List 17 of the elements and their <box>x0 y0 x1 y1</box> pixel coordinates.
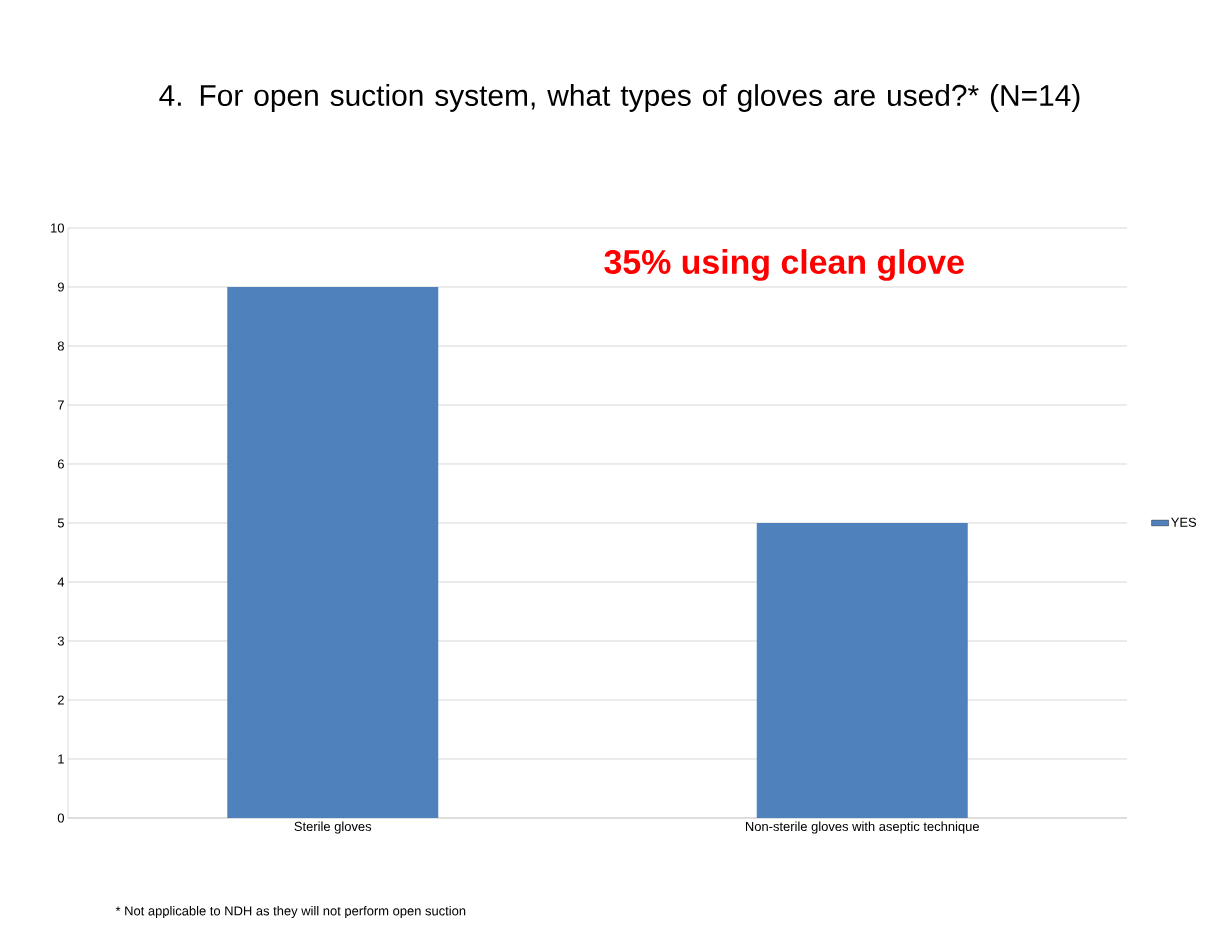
y-tick-label: 8 <box>57 341 64 351</box>
y-tick-label: 3 <box>57 636 64 646</box>
y-tick-label: 2 <box>57 695 64 705</box>
x-tick-label: Sterile gloves <box>294 821 372 834</box>
y-tick-label: 9 <box>57 282 64 292</box>
y-tick-label: 0 <box>57 813 64 823</box>
text: * Not applicable to NDH as they will not perform open suction <box>115 905 466 919</box>
legend-label: YES <box>1171 517 1197 527</box>
y-tick-label: 7 <box>57 400 64 410</box>
x-tick-label: Non-sterile gloves with aseptic technique <box>745 821 979 834</box>
y-tick-label: 1 <box>58 754 64 764</box>
chart-title: 4. For open suction system, what types of gloves are used?* (N=14) <box>159 84 1080 112</box>
y-tick-label: 4 <box>57 577 65 587</box>
annotation: 35% using clean glove <box>604 249 964 281</box>
y-tick-label: 5 <box>57 518 64 528</box>
y-tick-label: 6 <box>57 459 64 469</box>
y-tick-label: 10 <box>51 223 64 233</box>
